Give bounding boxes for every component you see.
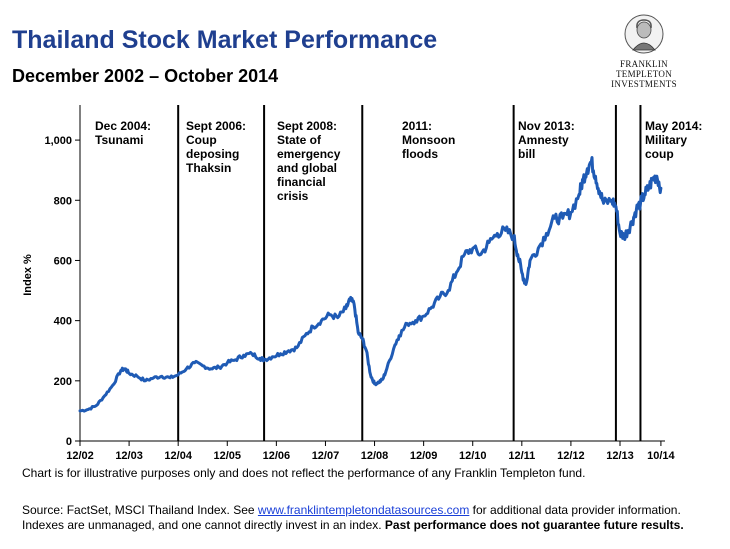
x-tick-label: 12/10 [459,450,487,462]
event-label-line: Sept 2006: [186,119,246,133]
event-label: Sept 2008: State of emergency and global fin… [277,119,341,203]
franklin-portrait-icon [624,14,664,54]
x-tick-label: 12/12 [557,450,585,462]
x-tick-label: 12/02 [66,450,94,462]
event-label-line: Amnesty [518,133,569,147]
event-label-line: Tsunami [95,133,143,147]
event-label-line: Coup [186,133,217,147]
y-axis: 0 200 400 600 800 1,000 [44,105,81,448]
x-axis: 12/02 12/03 12/04 12/05 12/06 12/07 12/08 12/09… [66,440,676,462]
event-label-line: and global [277,161,337,175]
logo-line-2: INVESTMENTS [611,79,677,89]
event-label-line: floods [402,147,438,161]
x-tick-label: 12/03 [115,450,143,462]
franklin-templeton-logo: FRANKLIN TEMPLETON INVESTMENTS [594,14,694,89]
event-label-line: Sept 2008: [277,119,337,133]
page-title: Thailand Stock Market Performance [12,26,438,54]
event-label-line: emergency [277,147,341,161]
x-tick-label: 12/06 [263,450,291,462]
x-tick-label: 12/05 [214,450,242,462]
x-tick-label: 12/11 [508,450,535,462]
y-tick-label: 1,000 [44,135,72,147]
event-label: 2011: Monsoon floods [402,119,455,161]
x-tick-label: 12/08 [361,450,389,462]
page-subtitle: December 2002 – October 2014 [12,66,279,86]
event-label: Sept 2006: Coup deposing Thaksin [186,119,246,175]
y-axis-label: Index % [22,254,34,296]
event-label-line: Nov 2013: [518,119,575,133]
y-tick-label: 0 [66,436,72,448]
source-suffix: for additional data provider information… [22,503,681,532]
event-label: Dec 2004: Tsunami [95,119,151,147]
data-sources-link[interactable]: www.franklintempletondatasources.com [257,503,470,517]
y-tick-label: 800 [54,195,72,207]
source-prefix: Source: FactSet, MSCI Thailand Index. Se… [22,503,258,517]
logo-line-1: FRANKLIN TEMPLETON [615,59,673,79]
event-label-line: coup [645,147,674,161]
event-label-line: Thaksin [186,161,231,175]
x-tick-label: 12/09 [410,450,438,462]
chart-disclaimer: Chart is for illustrative purposes only … [22,466,586,480]
event-label-line: Military [645,133,687,147]
event-label-line: crisis [277,189,309,203]
series-group [78,156,663,413]
event-label-line: Dec 2004: [95,119,151,133]
event-label-line: State of [277,133,322,147]
event-label-line: 2011: [402,119,432,133]
y-tick-label: 400 [54,316,72,328]
event-label-line: Monsoon [402,133,455,147]
event-label: May 2014: Military coup [645,119,702,161]
event-label: Nov 2013: Amnesty bill [518,119,575,161]
source-note: Source: FactSet, MSCI Thailand Index. Se… [22,503,722,533]
event-label-line: deposing [186,147,239,161]
past-performance-note: Past performance does not guarantee futu… [384,518,684,532]
y-tick-label: 200 [54,376,72,388]
series-line [78,156,663,413]
event-markers: Dec 2004: Tsunami Sept 2006: Coup deposing Th… [95,105,702,441]
event-label-line: May 2014: [645,119,702,133]
x-tick-label: 10/14 [647,450,675,462]
x-tick-label: 12/13 [606,450,634,462]
event-label-line: bill [518,147,535,161]
x-tick-label: 12/07 [312,450,340,462]
y-tick-label: 600 [54,255,72,267]
event-label-line: financial [277,175,326,189]
x-tick-label: 12/04 [164,450,192,462]
